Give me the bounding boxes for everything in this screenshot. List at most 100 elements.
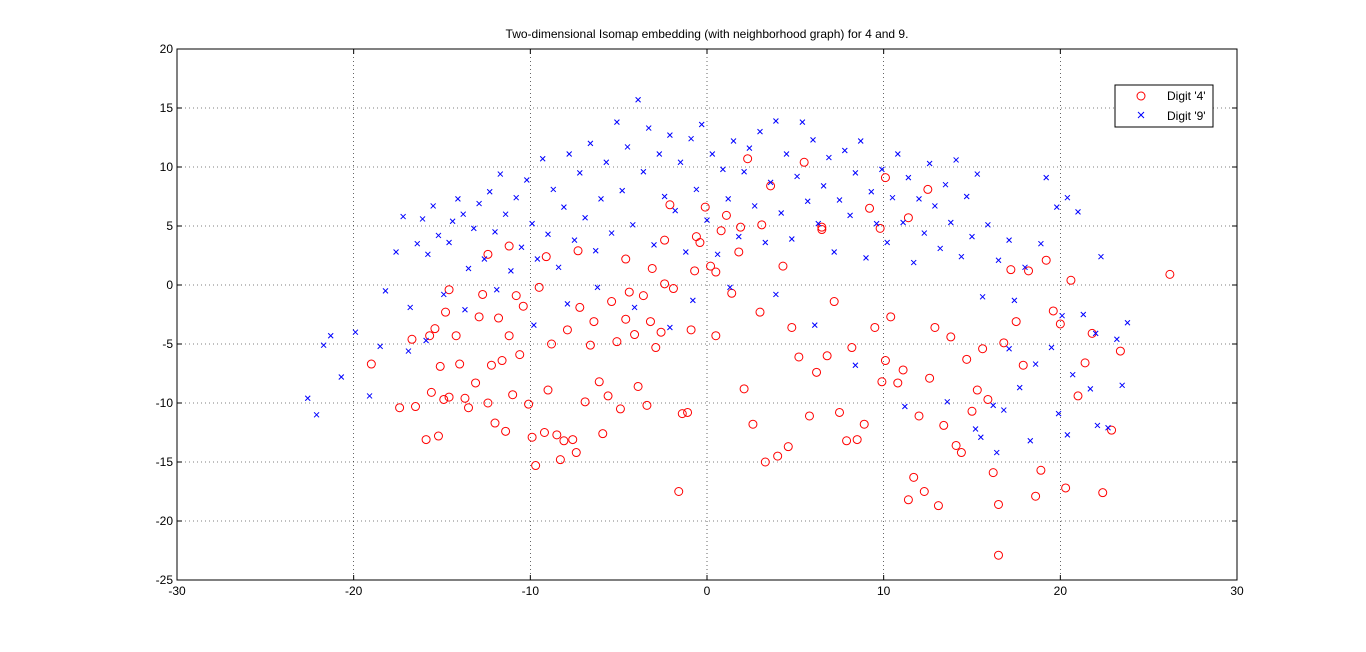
point-digit-9: [1038, 240, 1044, 247]
point-digit-4: [994, 499, 1003, 509]
point-digit-4: [865, 203, 875, 213]
point-digit-9: [640, 168, 647, 175]
point-digit-9: [492, 229, 498, 235]
point-digit-4: [909, 472, 919, 482]
point-digit-4: [598, 429, 608, 439]
point-digit-9: [1016, 384, 1023, 391]
point-digit-4: [483, 249, 493, 259]
point-digit-9: [879, 166, 885, 173]
point-digit-9: [614, 119, 620, 126]
point-digit-4: [933, 501, 943, 511]
point-digit-4: [1018, 360, 1028, 370]
point-digit-4: [721, 210, 731, 220]
point-digit-9: [942, 181, 949, 188]
point-digit-4: [757, 220, 767, 230]
point-digit-9: [1080, 311, 1087, 318]
point-digit-9: [836, 197, 843, 203]
point-digit-4: [1073, 391, 1083, 401]
point-digit-9: [741, 168, 747, 175]
point-digit-4: [880, 173, 890, 183]
axis-ticks: -30 -20 -10 0 10 20 30 -25 -20 -15 -10 -5 0 5 10 15 20: [156, 42, 1244, 598]
point-digit-9: [576, 170, 583, 176]
point-digit-4: [647, 263, 657, 273]
point-digit-9: [1075, 208, 1081, 215]
point-digit-4: [683, 407, 693, 417]
point-digit-9: [425, 251, 431, 258]
point-digit-9: [366, 393, 373, 399]
point-digit-9: [884, 239, 891, 246]
point-digit-9: [446, 239, 452, 246]
point-digit-4: [508, 390, 518, 400]
y-tick-label: 15: [160, 101, 174, 115]
point-digit-9: [690, 297, 696, 304]
point-digit-4: [552, 430, 562, 440]
point-digit-9: [868, 188, 875, 195]
point-digit-9: [714, 251, 721, 258]
point-digit-9: [571, 237, 578, 244]
point-digit-9: [545, 231, 551, 238]
point-digit-9: [746, 145, 753, 151]
point-digit-9: [727, 284, 733, 291]
point-digit-9: [462, 306, 468, 313]
point-digit-4: [930, 322, 940, 332]
legend: Digit '4' Digit '9': [1114, 84, 1214, 128]
point-digit-9: [985, 221, 991, 228]
point-digit-9: [852, 170, 859, 176]
point-digit-9: [972, 426, 979, 432]
point-digit-9: [313, 411, 320, 418]
point-digit-4: [783, 442, 793, 452]
point-digit-9: [1094, 422, 1101, 429]
point-digit-9: [619, 187, 626, 194]
point-digit-9: [857, 138, 864, 144]
point-digit-4: [877, 377, 887, 387]
point-digit-4: [875, 223, 885, 233]
point-digit-4: [585, 340, 595, 350]
point-digit-4: [504, 331, 514, 341]
point-digit-9: [1027, 437, 1034, 444]
legend-label-digit-4: Digit '4': [1167, 89, 1206, 103]
point-digit-9: [377, 343, 384, 350]
point-digit-9: [667, 324, 673, 331]
point-digit-9: [921, 230, 928, 236]
point-digit-4: [464, 403, 473, 413]
point-digit-9: [794, 173, 800, 180]
point-digit-4: [983, 394, 993, 404]
point-digit-4: [425, 331, 435, 341]
point-digit-4: [589, 317, 599, 327]
point-digit-4: [812, 367, 822, 377]
chart-title: Two-dimensional Isomap embedding (with n…: [506, 27, 909, 41]
point-digit-9: [810, 137, 816, 143]
point-digit-4: [455, 359, 465, 369]
point-digit-9: [757, 128, 763, 135]
point-digit-9: [788, 236, 795, 242]
point-digit-9: [1043, 174, 1050, 181]
point-digit-9: [534, 256, 541, 262]
point-digit-4: [686, 325, 696, 335]
point-digit-4: [778, 261, 788, 271]
point-digit-4: [511, 291, 521, 301]
point-digit-4: [562, 325, 572, 335]
point-digit-4: [972, 385, 982, 395]
point-digit-9: [1092, 330, 1099, 337]
point-digit-4: [956, 448, 966, 458]
point-digit-9: [661, 193, 668, 200]
point-digit-4: [951, 440, 961, 450]
point-digit-4: [946, 332, 956, 342]
y-tick-label: -15: [156, 455, 174, 469]
point-digit-9: [320, 342, 327, 349]
x-tick-label: -20: [345, 584, 363, 598]
point-digit-4: [967, 406, 977, 416]
point-digit-9: [407, 304, 414, 311]
point-digit-4: [925, 373, 935, 383]
point-digit-9: [977, 434, 984, 441]
point-digit-9: [693, 186, 700, 193]
point-digit-9: [631, 304, 638, 311]
point-digit-9: [841, 147, 848, 154]
point-digit-4: [524, 399, 534, 409]
point-digit-4: [691, 232, 701, 242]
point-digit-9: [944, 398, 951, 405]
point-digit-9: [974, 171, 981, 177]
point-digit-4: [766, 181, 776, 191]
point-digit-4: [739, 384, 749, 394]
y-tick-label: 20: [160, 42, 174, 56]
